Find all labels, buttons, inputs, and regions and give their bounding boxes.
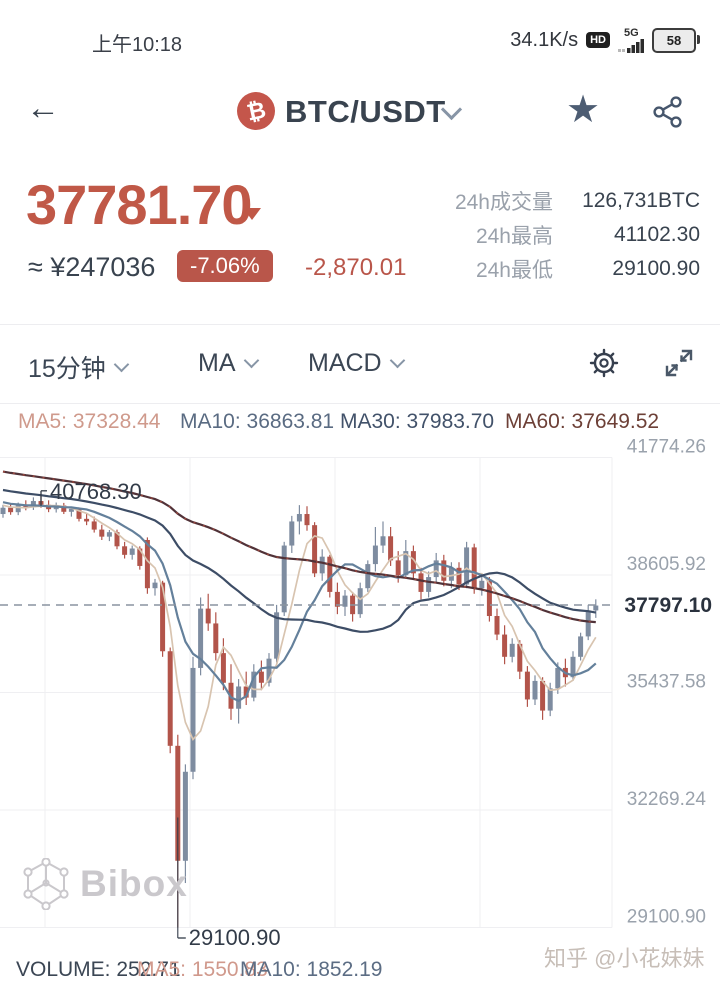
24h-stats: 24h成交量 126,731BTC 24h最高 41102.30 24h最低 2…	[455, 184, 700, 286]
ma-legend: MA5: 37328.44 MA10: 36863.81 MA30: 37983…	[0, 410, 720, 436]
source-watermark: 知乎 @小花妹妹	[544, 946, 705, 971]
signal-bars-icon	[618, 38, 644, 53]
hd-icon: HD	[586, 32, 610, 48]
btc-coin-icon: ₿	[237, 92, 275, 130]
stat-row-low: 24h最低 29100.90	[455, 252, 700, 286]
stat-row-volume: 24h成交量 126,731BTC	[455, 184, 700, 218]
btc-glyph: ₿	[244, 95, 268, 126]
candlestick-chart[interactable]: 41774.26 38605.92 35437.58 32269.24 29100.90…	[0, 432, 720, 950]
svg-text:40768.30: 40768.30	[50, 479, 142, 504]
svg-text:29100.90: 29100.90	[627, 907, 706, 928]
status-bar: 上午10:18 34.1K/s HD 5G 58	[0, 22, 720, 58]
pair-selector[interactable]: BTC/USDT	[285, 94, 446, 129]
chart-toolbar: 15分钟 MA MACD	[0, 324, 720, 404]
stat-label: 24h最高	[475, 225, 553, 248]
network-speed: 34.1K/s	[510, 28, 579, 51]
battery-icon: 58	[652, 27, 700, 53]
bibox-logo-icon	[23, 858, 69, 910]
last-price: 37781.70	[26, 173, 253, 236]
svg-text:41774.26: 41774.26	[627, 437, 706, 458]
gear-icon	[589, 348, 619, 378]
ma-label: MA	[198, 349, 236, 377]
stat-label: 24h最低	[475, 259, 553, 282]
chevron-down-icon	[389, 352, 405, 369]
svg-text:29100.90: 29100.90	[189, 925, 281, 950]
svg-text:32269.24: 32269.24	[627, 789, 707, 810]
macd-label: MACD	[308, 349, 382, 377]
stat-value: 126,731BTC	[582, 189, 700, 212]
ma-selector[interactable]: MA	[198, 349, 259, 378]
ma10-value: MA10: 36863.81	[180, 410, 335, 433]
price-down-triangle-icon	[243, 208, 261, 220]
signal-icon: 5G	[618, 26, 644, 53]
battery-percent: 58	[666, 32, 682, 48]
fiat-approx-value: ≈ ¥247036	[28, 252, 156, 282]
share-button[interactable]	[653, 96, 683, 133]
expand-icon	[665, 349, 693, 377]
stat-value: 41102.30	[613, 223, 700, 246]
chevron-down-icon	[113, 356, 130, 372]
volume-ma10-value: MA10: 1852.19	[240, 958, 383, 981]
macd-selector[interactable]: MACD	[308, 349, 405, 378]
svg-text:37797.10: 37797.10	[624, 594, 712, 617]
favorite-button[interactable]: ★	[566, 89, 601, 131]
svg-text:38605.92: 38605.92	[627, 554, 706, 575]
clock: 上午10:18	[92, 34, 183, 56]
interval-selector[interactable]: 15分钟	[28, 349, 130, 385]
chevron-down-icon	[243, 352, 259, 369]
bibox-watermark: Bibox	[22, 858, 188, 910]
bibox-watermark-text: Bibox	[80, 863, 188, 904]
stat-row-high: 24h最高 41102.30	[455, 218, 700, 252]
volume-ma5-value: MA5: 1550.83	[137, 958, 268, 981]
stat-label: 24h成交量	[454, 191, 553, 214]
ma60-value: MA60: 37649.52	[505, 410, 660, 433]
share-icon	[653, 96, 682, 128]
change-percent-badge: -7.06%	[177, 250, 273, 282]
stat-value: 29100.90	[612, 257, 700, 280]
fullscreen-button[interactable]	[663, 347, 695, 384]
change-absolute: -2,870.01	[305, 254, 407, 281]
network-type-label: 5G	[624, 26, 639, 39]
ma30-value: MA30: 37983.70	[340, 410, 495, 433]
volume-value: VOLUME: 252.71	[16, 958, 181, 981]
interval-label: 15分钟	[28, 355, 106, 383]
svg-text:35437.58: 35437.58	[627, 672, 706, 693]
ma5-value: MA5: 37328.44	[18, 410, 161, 433]
settings-button[interactable]	[588, 347, 620, 384]
back-button[interactable]: ←	[26, 89, 60, 127]
